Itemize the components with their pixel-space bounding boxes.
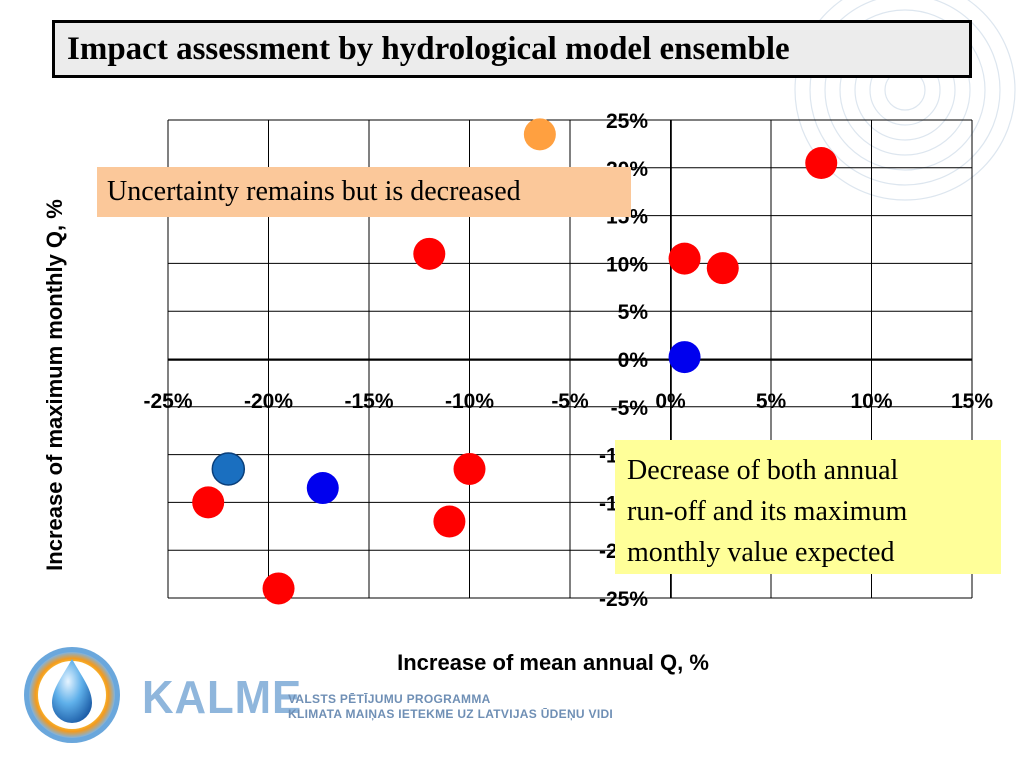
data-point	[211, 452, 246, 486]
x-tick-label: -15%	[344, 390, 393, 413]
x-axis-title: Increase of mean annual Q, %	[397, 650, 709, 675]
brand-name: KALME	[142, 671, 303, 723]
data-point	[668, 341, 701, 374]
y-tick-label: 5%	[618, 301, 649, 324]
y-axis-title: Increase of maximum monthly Q, %	[42, 199, 67, 571]
y-tick-label: 25%	[606, 110, 648, 133]
data-points	[192, 118, 838, 605]
data-point	[433, 505, 466, 538]
uncertainty-callout: Uncertainty remains but is decreased	[97, 167, 631, 217]
data-point	[192, 486, 225, 519]
y-tick-label: 10%	[606, 253, 648, 276]
decrease-callout: Decrease of both annual run-off and its …	[615, 440, 1001, 574]
x-tick-label: 5%	[756, 390, 787, 413]
data-point	[453, 452, 486, 485]
x-tick-label: -5%	[551, 390, 589, 413]
x-tick-label: -20%	[244, 390, 293, 413]
data-point	[706, 252, 739, 285]
data-point	[306, 472, 339, 505]
data-point	[805, 147, 838, 180]
program-name: VALSTS PĒTĪJUMU PROGRAMMA KLIMATA MAIŅAS…	[288, 692, 613, 722]
y-tick-label: -25%	[599, 588, 648, 611]
kalme-logo-icon	[24, 647, 120, 743]
data-point	[413, 237, 446, 270]
x-tick-label: 0%	[655, 390, 686, 413]
x-tick-label: 10%	[850, 390, 892, 413]
data-point	[668, 242, 701, 275]
y-tick-label: 0%	[618, 349, 649, 372]
x-tick-labels: -25% -20% -15% -10% -5% 0% 5% 10% 15%	[143, 390, 993, 413]
decrease-callout-line-3: monthly value expected	[627, 537, 895, 568]
program-line-1: VALSTS PĒTĪJUMU PROGRAMMA	[288, 692, 491, 706]
x-tick-label: -25%	[143, 390, 192, 413]
slide-title: Impact assessment by hydrological model …	[52, 20, 972, 78]
data-point	[262, 572, 295, 605]
x-tick-label: 15%	[951, 390, 993, 413]
decrease-callout-line-2: run-off and its maximum	[627, 496, 908, 527]
x-tick-label: -10%	[445, 390, 494, 413]
data-point	[523, 118, 556, 151]
y-tick-label: -5%	[611, 397, 649, 420]
decrease-callout-line-1: Decrease of both annual	[627, 455, 899, 486]
program-line-2: KLIMATA MAIŅAS IETEKME UZ LATVIJAS ŪDEŅU…	[288, 707, 614, 721]
